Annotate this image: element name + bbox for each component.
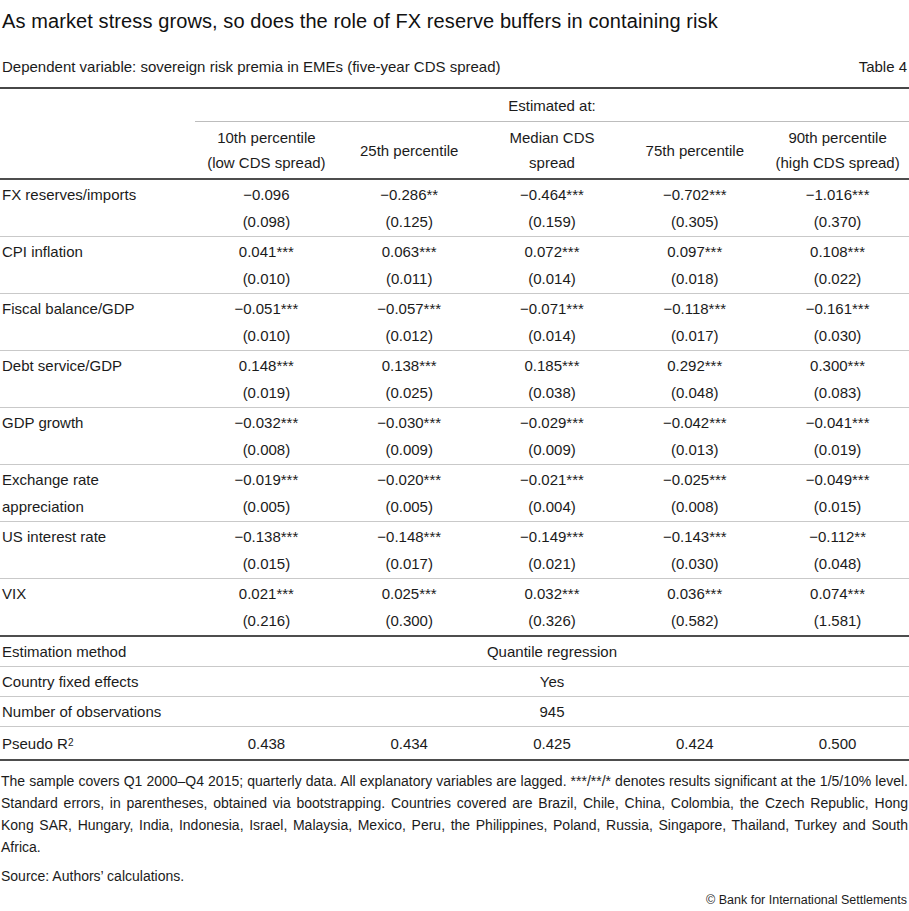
coefficient-cell: −0.464***(0.159) [481, 180, 624, 236]
row-label: Fiscal balance/GDP [0, 294, 195, 350]
coefficient-cell: −0.049***(0.015) [766, 465, 909, 521]
column-header-90th-percentile: 90th percentile (high CDS spread) [766, 122, 909, 178]
column-header-10th-percentile: 10th percentile (low CDS spread) [195, 122, 338, 178]
row-label: US interest rate [0, 522, 195, 578]
table-row-fiscal-balance-gdp: Fiscal balance/GDP −0.051***(0.010) −0.0… [0, 294, 909, 351]
summary-label: Number of observations [0, 697, 195, 726]
summary-label: Estimation method [0, 637, 195, 666]
summary-row-estimation-method: Estimation method Quantile regression [0, 637, 909, 667]
table-number-label: Table 4 [859, 57, 907, 77]
coefficient-cell: −0.057***(0.012) [338, 294, 481, 350]
table-row-fx-reserves-imports: FX reserves/imports −0.096(0.098) −0.286… [0, 180, 909, 237]
page-title: As market stress grows, so does the role… [0, 8, 909, 34]
summary-label: Country fixed effects [0, 667, 195, 696]
group-header: Estimated at: [195, 89, 909, 122]
coefficient-cell: 0.025***(0.300) [338, 579, 481, 635]
column-header-25th-percentile: 25th percentile [338, 122, 481, 178]
row-label: CPI inflation [0, 237, 195, 293]
coefficient-cell: 0.108***(0.022) [766, 237, 909, 293]
coefficient-cell: 0.063***(0.011) [338, 237, 481, 293]
coefficient-cell: −0.020***(0.005) [338, 465, 481, 521]
table-row-debt-service-gdp: Debt service/GDP 0.148***(0.019) 0.138**… [0, 351, 909, 408]
coefficient-cell: −0.041***(0.019) [766, 408, 909, 464]
coefficient-cell: 0.072***(0.014) [481, 237, 624, 293]
coefficient-cell: −0.143***(0.030) [623, 522, 766, 578]
summary-row-number-of-observations: Number of observations 945 [0, 697, 909, 727]
coefficient-cell: −0.071***(0.014) [481, 294, 624, 350]
group-header-row: Estimated at: [0, 89, 909, 122]
summary-value: Quantile regression [195, 637, 909, 666]
column-header-row: 10th percentile (low CDS spread) 25th pe… [0, 122, 909, 180]
row-label: GDP growth [0, 408, 195, 464]
table-row-vix: VIX 0.021***(0.216) 0.025***(0.300) 0.03… [0, 579, 909, 637]
coefficient-cell: 0.185***(0.038) [481, 351, 624, 407]
coefficient-cell: −0.138***(0.015) [195, 522, 338, 578]
coefficient-cell: −0.042***(0.013) [623, 408, 766, 464]
coefficient-cell: −0.032***(0.008) [195, 408, 338, 464]
coefficient-cell: 0.292***(0.048) [623, 351, 766, 407]
coefficient-cell: 0.021***(0.216) [195, 579, 338, 635]
coefficient-cell: −0.051***(0.010) [195, 294, 338, 350]
coefficient-cell: −0.112**(0.048) [766, 522, 909, 578]
column-header-75th-percentile: 75th percentile [623, 122, 766, 178]
coefficient-cell: 0.074***(1.581) [766, 579, 909, 635]
row-label: Exchange rate appreciation [0, 465, 195, 521]
summary-row-country-fixed-effects: Country fixed effects Yes [0, 667, 909, 697]
coefficient-cell: 0.032***(0.326) [481, 579, 624, 635]
empty-stub-cell [0, 122, 195, 178]
coefficient-cell: −0.149***(0.021) [481, 522, 624, 578]
coefficient-cell: −0.702***(0.305) [623, 180, 766, 236]
pseudo-r2-value: 0.500 [766, 727, 909, 759]
source-note: Source: Authors’ calculations. [0, 866, 909, 886]
table-row-cpi-inflation: CPI inflation 0.041***(0.010) 0.063***(0… [0, 237, 909, 294]
coefficient-cell: 0.036***(0.582) [623, 579, 766, 635]
coefficient-cell: −0.025***(0.008) [623, 465, 766, 521]
summary-value: Yes [195, 667, 909, 696]
pseudo-r2-value: 0.425 [481, 727, 624, 759]
coefficient-cell: 0.148***(0.019) [195, 351, 338, 407]
table-row-us-interest-rate: US interest rate −0.138***(0.015) −0.148… [0, 522, 909, 579]
pseudo-r2-value: 0.434 [338, 727, 481, 759]
table-row-gdp-growth: GDP growth −0.032***(0.008) −0.030***(0.… [0, 408, 909, 465]
coefficient-cell: −0.118***(0.017) [623, 294, 766, 350]
dependent-variable-subtitle: Dependent variable: sovereign risk premi… [2, 57, 501, 77]
copyright-note: © Bank for International Settlements [706, 893, 907, 907]
coefficient-cell: 0.138***(0.025) [338, 351, 481, 407]
coefficient-cell: −0.286**(0.125) [338, 180, 481, 236]
summary-row-pseudo-r2: Pseudo R2 0.438 0.434 0.425 0.424 0.500 [0, 727, 909, 761]
row-label: FX reserves/imports [0, 180, 195, 236]
subtitle-row: Dependent variable: sovereign risk premi… [0, 57, 909, 77]
column-header-median-cds: Median CDS spread [481, 122, 624, 178]
row-label: Debt service/GDP [0, 351, 195, 407]
coefficient-cell: 0.041***(0.010) [195, 237, 338, 293]
summary-value: 945 [195, 697, 909, 726]
coefficient-cell: −0.161***(0.030) [766, 294, 909, 350]
coefficient-cell: −0.148***(0.017) [338, 522, 481, 578]
pseudo-r2-label: Pseudo R2 [0, 727, 195, 759]
coefficient-cell: −1.016***(0.370) [766, 180, 909, 236]
coefficient-cell: 0.097***(0.018) [623, 237, 766, 293]
coefficient-cell: −0.096(0.098) [195, 180, 338, 236]
coefficient-cell: −0.030***(0.009) [338, 408, 481, 464]
coefficient-cell: −0.029***(0.009) [481, 408, 624, 464]
empty-stub-cell [0, 89, 195, 122]
coefficient-cell: 0.300***(0.083) [766, 351, 909, 407]
coefficient-cell: −0.021***(0.004) [481, 465, 624, 521]
table-4-page: As market stress grows, so does the role… [0, 8, 909, 911]
footnote: The sample covers Q1 2000–Q4 2015; quart… [0, 770, 909, 858]
row-label: VIX [0, 579, 195, 635]
pseudo-r2-value: 0.424 [623, 727, 766, 759]
pseudo-r2-value: 0.438 [195, 727, 338, 759]
table-row-exchange-rate-appreciation: Exchange rate appreciation −0.019***(0.0… [0, 465, 909, 522]
coefficient-cell: −0.019***(0.005) [195, 465, 338, 521]
